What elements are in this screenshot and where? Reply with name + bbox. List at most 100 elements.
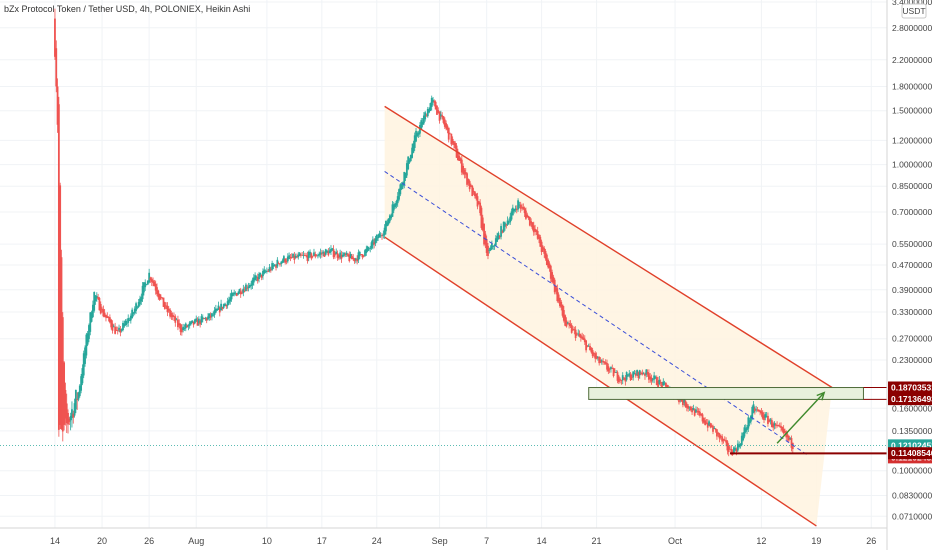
candle-body bbox=[725, 440, 727, 443]
candle-body bbox=[382, 234, 385, 236]
candle-body bbox=[460, 159, 463, 173]
candle-body bbox=[73, 403, 76, 416]
candle-body bbox=[547, 259, 550, 268]
candle-body bbox=[763, 415, 765, 421]
candle-body bbox=[432, 99, 434, 103]
candle-body bbox=[288, 255, 291, 259]
candle-body bbox=[789, 437, 792, 439]
candle-body bbox=[110, 319, 113, 328]
candle-body bbox=[341, 254, 344, 257]
candle-body bbox=[471, 185, 474, 197]
candle-body bbox=[139, 298, 141, 305]
candle-body bbox=[540, 241, 543, 252]
candle-body bbox=[577, 333, 580, 335]
candle-body bbox=[63, 362, 66, 425]
candle-body bbox=[335, 251, 338, 255]
candle-body bbox=[501, 231, 504, 233]
candle-body bbox=[265, 270, 268, 272]
candle-body bbox=[324, 249, 327, 255]
candle-body bbox=[717, 432, 720, 435]
candle-body bbox=[786, 434, 789, 438]
candle-body bbox=[180, 328, 183, 333]
candle-body bbox=[688, 406, 691, 408]
candle-body bbox=[255, 276, 258, 278]
candle-body bbox=[69, 415, 72, 421]
candle-body bbox=[480, 207, 483, 229]
candle-body bbox=[280, 261, 283, 265]
candle-body bbox=[451, 138, 454, 144]
candle-body bbox=[582, 337, 585, 340]
candle-body bbox=[203, 318, 205, 320]
candle-body bbox=[123, 323, 126, 327]
candle-body bbox=[114, 326, 117, 334]
candle-body bbox=[222, 304, 225, 308]
candle-body bbox=[120, 329, 123, 331]
candle-body bbox=[243, 290, 246, 292]
candle-body bbox=[467, 178, 470, 184]
candle-body bbox=[301, 254, 304, 256]
y-tick-label: 1.80000000 bbox=[892, 81, 932, 91]
candle-body bbox=[351, 255, 353, 260]
candle-body bbox=[158, 293, 161, 300]
candle-body bbox=[299, 254, 302, 256]
candle-body bbox=[436, 105, 438, 115]
candle-body bbox=[379, 235, 382, 237]
target-arrowhead bbox=[816, 391, 826, 401]
candle-body bbox=[727, 445, 730, 453]
candle-body bbox=[209, 315, 212, 318]
candle-body bbox=[336, 253, 339, 258]
candle-body bbox=[602, 360, 605, 363]
candle-body bbox=[511, 207, 514, 216]
candle-body bbox=[424, 112, 427, 120]
candle-body bbox=[590, 348, 593, 353]
candle-body bbox=[549, 265, 552, 279]
candle-body bbox=[568, 322, 570, 325]
candle-body bbox=[492, 246, 495, 247]
candle-body bbox=[311, 255, 314, 257]
candle-body bbox=[781, 427, 784, 431]
candle-body bbox=[298, 253, 301, 256]
currency-badge[interactable]: USDT bbox=[901, 3, 927, 19]
candle-body bbox=[538, 234, 540, 240]
candle-body bbox=[317, 255, 319, 257]
candle-body bbox=[753, 408, 756, 412]
candle-body bbox=[396, 196, 399, 204]
candle-body bbox=[186, 325, 188, 328]
candle-body bbox=[234, 292, 237, 294]
candle-body bbox=[225, 304, 228, 307]
candle-body bbox=[307, 251, 310, 259]
candle-body bbox=[415, 130, 417, 142]
candle-body bbox=[179, 324, 182, 332]
candle-body bbox=[137, 302, 140, 307]
candle-body bbox=[241, 292, 243, 294]
candle-body bbox=[149, 277, 152, 281]
candle-body bbox=[623, 377, 625, 379]
candle-body bbox=[742, 432, 744, 441]
candle-body bbox=[154, 283, 157, 291]
candle-body bbox=[391, 204, 394, 217]
candle-body bbox=[730, 448, 733, 454]
candle-body bbox=[697, 410, 700, 413]
candle-body bbox=[566, 322, 569, 324]
candle-body bbox=[318, 253, 321, 256]
candle-body bbox=[658, 379, 661, 384]
candle-body bbox=[214, 308, 217, 313]
candle-body bbox=[216, 308, 219, 311]
candle-body bbox=[115, 330, 118, 332]
candle-body bbox=[701, 414, 704, 422]
candle-body bbox=[479, 202, 482, 214]
candle-body bbox=[708, 421, 710, 426]
x-tick-label: 24 bbox=[372, 536, 382, 546]
price-tag-bg bbox=[888, 393, 932, 406]
candle-body bbox=[177, 319, 179, 328]
candle-body bbox=[128, 320, 131, 322]
candle-body bbox=[90, 312, 93, 322]
candle-body bbox=[390, 215, 393, 219]
candle-body bbox=[521, 206, 523, 208]
candle-body bbox=[620, 379, 623, 381]
candle-body bbox=[770, 420, 773, 428]
